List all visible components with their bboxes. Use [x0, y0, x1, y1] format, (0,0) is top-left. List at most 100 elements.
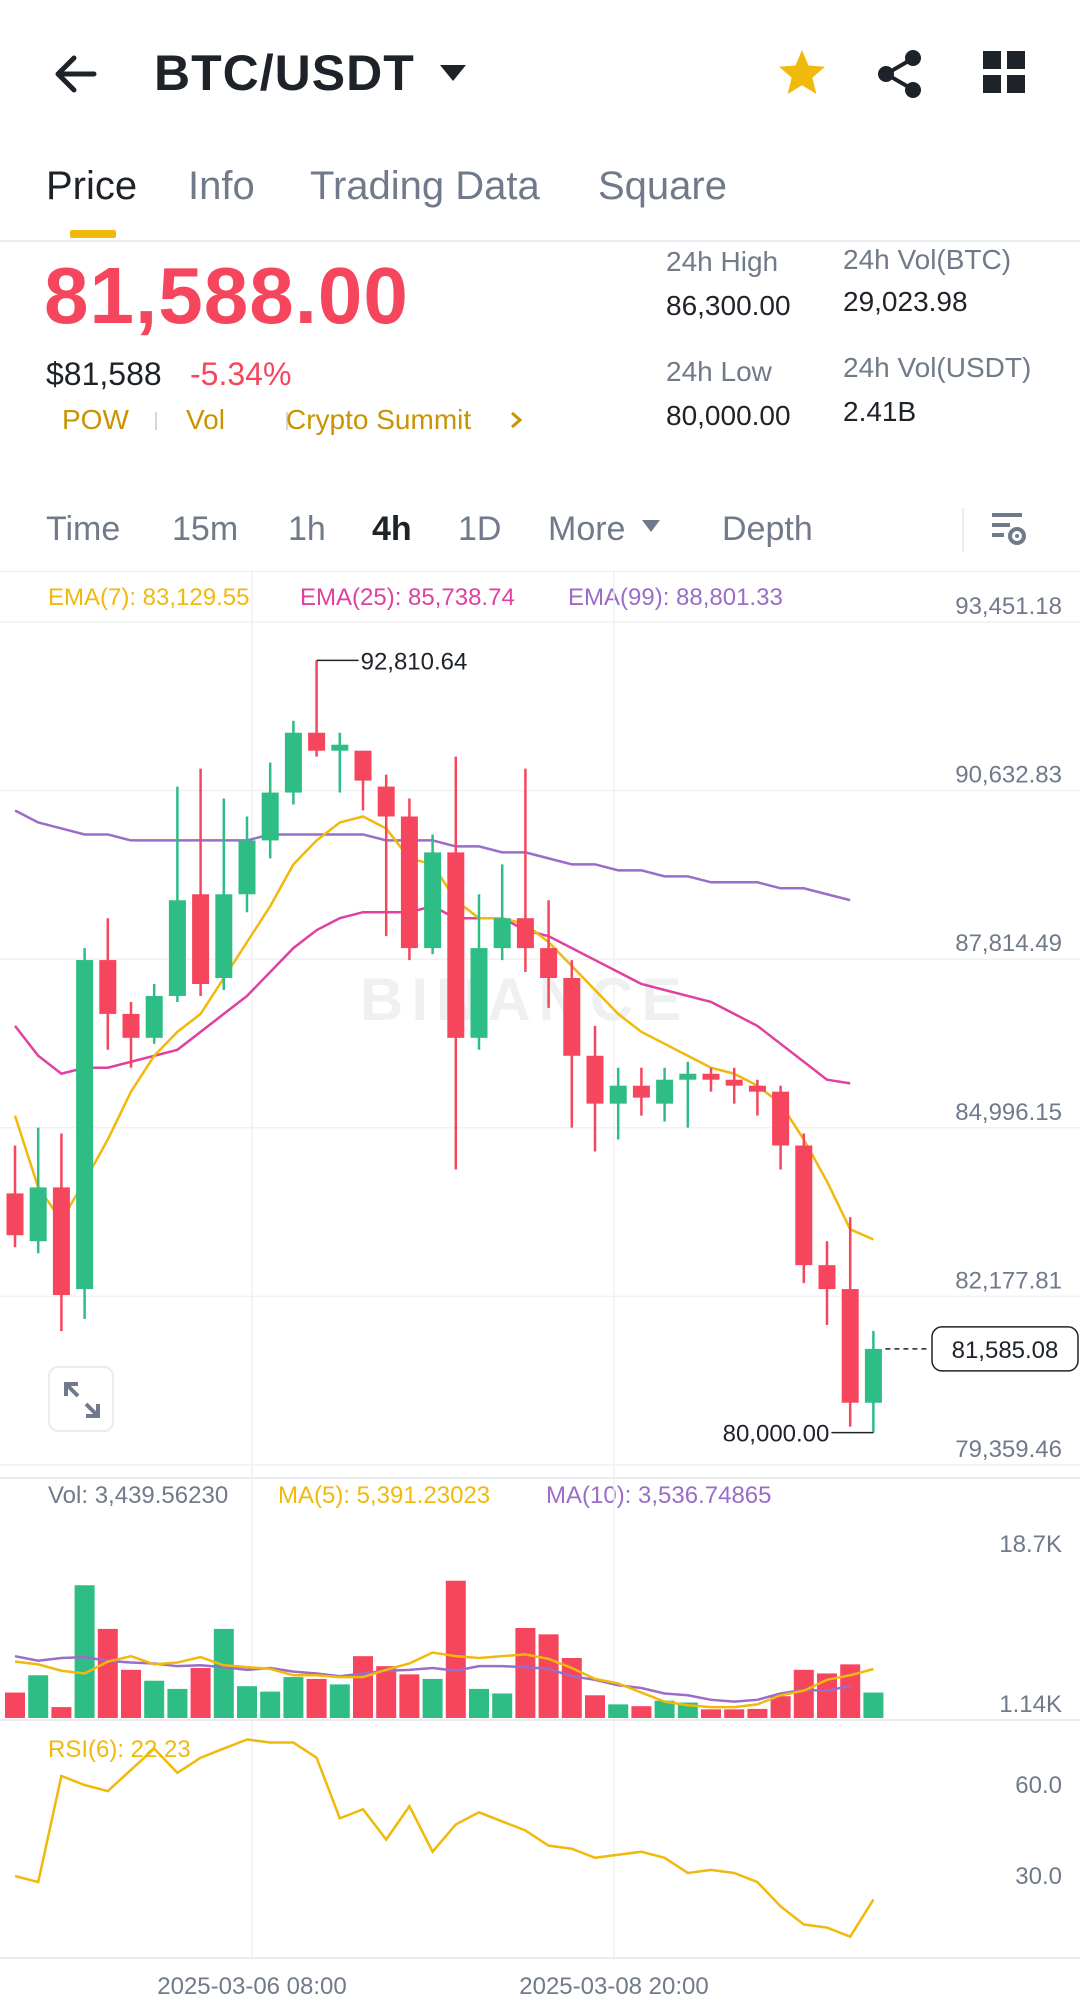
candle	[725, 1079, 743, 1086]
ema25-legend: EMA(25): 85,738.74	[300, 584, 515, 611]
candle	[52, 1187, 70, 1296]
tag-divider	[155, 412, 157, 430]
volume-bar	[538, 1634, 559, 1718]
candle	[284, 732, 302, 793]
candle	[400, 816, 418, 949]
rsi-axis-label: 30.0	[1015, 1863, 1062, 1890]
candle	[215, 894, 233, 979]
volume-bar	[724, 1709, 745, 1718]
volume-bar	[329, 1684, 350, 1718]
high-value: 86,300.00	[666, 290, 791, 321]
candle	[470, 948, 488, 1038]
active-tab-indicator	[70, 230, 116, 238]
vol-usdt-value: 2.41B	[843, 396, 917, 427]
candle	[586, 1055, 604, 1104]
candle	[748, 1085, 766, 1092]
caret-down-icon[interactable]	[640, 518, 662, 534]
candle	[168, 900, 186, 996]
candle	[493, 918, 511, 949]
volume-bar	[97, 1628, 118, 1718]
ma10-legend: MA(10): 3,536.74865	[546, 1482, 772, 1509]
candle	[656, 1079, 674, 1104]
tag-pow[interactable]: POW	[62, 404, 129, 435]
volume-bar	[121, 1669, 141, 1718]
candle	[424, 852, 442, 949]
interval-1d[interactable]: 1D	[458, 510, 502, 548]
high-label: 24h High	[666, 246, 779, 277]
volume-bar	[631, 1706, 652, 1718]
time-axis-label: 2025-03-08 20:00	[519, 1973, 709, 2000]
interval-time[interactable]: Time	[46, 510, 121, 548]
volume-bar	[561, 1658, 582, 1718]
volume-bar	[422, 1678, 443, 1718]
current-price-label: 81,585.08	[952, 1337, 1059, 1364]
share-icon[interactable]	[872, 46, 928, 102]
candle	[447, 852, 465, 1038]
price-axis-label: 90,632.83	[955, 762, 1062, 789]
price-axis-label: 87,814.49	[955, 930, 1062, 957]
ma5-line	[14, 1651, 874, 1709]
time-axis-label: 2025-03-06 08:00	[157, 1973, 347, 2000]
volume-bar	[654, 1700, 675, 1718]
tag-vol[interactable]: Vol	[186, 404, 225, 435]
pair-title[interactable]: BTC/USDT	[154, 45, 415, 101]
volume-bar	[515, 1628, 536, 1718]
interval-15m[interactable]: 15m	[172, 510, 239, 548]
grid-icon[interactable]	[980, 48, 1028, 96]
interval-depth[interactable]: Depth	[722, 510, 813, 548]
volume-bar	[840, 1664, 861, 1718]
candle	[841, 1289, 859, 1403]
ema7-legend: EMA(7): 83,129.55	[48, 584, 250, 611]
candle	[563, 978, 581, 1056]
volume-bar	[283, 1677, 304, 1718]
volume-bar	[399, 1674, 420, 1718]
back-arrow-icon[interactable]	[48, 46, 104, 102]
volume-bar	[237, 1686, 257, 1718]
volume-bar	[260, 1691, 281, 1718]
candle	[609, 1085, 627, 1104]
candle	[76, 960, 94, 1290]
candle	[702, 1073, 720, 1080]
tab-info[interactable]: Info	[188, 164, 255, 208]
volume-bar	[28, 1675, 49, 1718]
candle	[192, 894, 210, 984]
low-marker-label: 80,000.00	[723, 1421, 830, 1448]
volume-bar	[74, 1585, 95, 1718]
tab-square[interactable]: Square	[598, 164, 727, 208]
interval-1h[interactable]: 1h	[288, 510, 326, 548]
vol-btc-value: 29,023.98	[843, 286, 968, 317]
usd-price: $81,588	[46, 356, 162, 392]
volume-bar	[701, 1709, 721, 1718]
candle	[864, 1348, 882, 1403]
last-price: 81,588.00	[44, 251, 409, 340]
candle	[818, 1265, 836, 1290]
fullscreen-button[interactable]	[48, 1366, 114, 1432]
volume-bar	[376, 1666, 397, 1718]
tab-price[interactable]: Price	[46, 164, 138, 208]
chevron-right-icon[interactable]	[508, 410, 524, 430]
interval-more[interactable]: More	[548, 510, 626, 548]
volume-bar	[492, 1693, 513, 1718]
low-value: 80,000.00	[666, 400, 791, 431]
volume-bar	[167, 1688, 188, 1718]
price-axis-label: 79,359.46	[955, 1436, 1062, 1463]
main-tabs: Price Info Trading Data Square	[0, 150, 1080, 242]
caret-down-icon[interactable]	[438, 62, 468, 84]
candlestick-chart[interactable]: BINANCE 93,451.18 90,632.83 87,814.49 84,99…	[0, 572, 1080, 2004]
interval-4h[interactable]: 4h	[372, 510, 412, 548]
vol-usdt-label: 24h Vol(USDT)	[843, 352, 1032, 383]
chart-settings-icon[interactable]	[988, 508, 1028, 548]
candle	[772, 1091, 790, 1146]
tag-crypto-summit[interactable]: Crypto Summit	[286, 404, 472, 435]
volume-bar	[190, 1668, 211, 1718]
candle	[632, 1085, 650, 1098]
volume-bar	[469, 1688, 489, 1718]
volume-bar	[144, 1680, 165, 1718]
star-icon[interactable]	[774, 46, 830, 102]
rsi-line	[14, 1738, 875, 1939]
tab-trading-data[interactable]: Trading Data	[310, 164, 540, 208]
candle	[354, 750, 372, 781]
candle	[145, 995, 163, 1038]
volume-legend: Vol: 3,439.56230	[48, 1482, 229, 1509]
price-axis-label: 93,451.18	[955, 593, 1062, 620]
